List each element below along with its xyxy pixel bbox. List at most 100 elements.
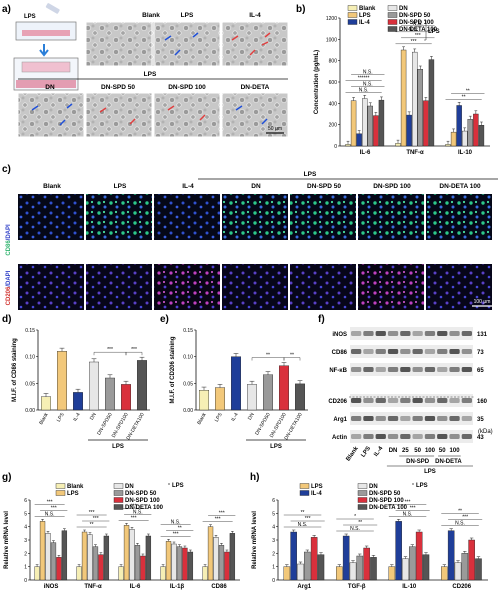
sig-label: *** <box>410 505 416 511</box>
y-tick-label: 0.15 <box>183 328 193 334</box>
x-tick-label: IL-6 <box>130 584 141 590</box>
legend-entry: DN <box>369 484 378 490</box>
blot-lane-label: LPS <box>360 446 372 459</box>
blot-band <box>363 416 374 421</box>
y-tick-label: 0.05 <box>25 381 35 387</box>
cd206-image <box>358 264 424 310</box>
cd206-image <box>154 264 220 310</box>
legend-entry: IL-4 <box>311 491 322 497</box>
blot-band <box>412 398 423 403</box>
sig-label: N.S. <box>133 509 143 515</box>
legend-entry: DN-SPD 100 <box>369 498 404 504</box>
sig-label: ** <box>266 353 270 359</box>
blot-band <box>351 367 362 372</box>
blot-band <box>461 434 472 439</box>
bar <box>454 562 462 581</box>
blot-band <box>375 331 386 336</box>
y-tick-label: 200 <box>329 123 338 129</box>
sig-label: N.S. <box>413 21 423 27</box>
blot-lane-label: IL-4 <box>373 445 384 458</box>
panel-f: f) iNOS 131 CD86 73 NF-κB 65 CD206 160 Arg1 35 Act… <box>318 314 493 475</box>
bar <box>475 558 482 581</box>
y-axis-label: M.I.F. of CD206 staining <box>170 336 176 403</box>
blot-band <box>351 331 362 336</box>
legend-swatch <box>357 504 368 510</box>
x-tick-label: DN-SPD50 <box>96 412 114 437</box>
sig-bracket <box>125 352 143 356</box>
blot-strip <box>350 363 473 376</box>
y-tick-label: 1200 <box>326 16 337 22</box>
chart-d: d) 0.00 0.05 0.10 0.15 M.I.F. of CD86 staini… <box>2 314 150 450</box>
bar <box>81 531 88 581</box>
blot-band <box>424 331 436 336</box>
bar <box>61 530 68 581</box>
y-tick-label: 5 <box>272 511 275 517</box>
blot-conc: 50 <box>439 448 446 454</box>
blot-band <box>449 416 460 421</box>
transwell-schematic <box>13 3 79 91</box>
sig-label: *** <box>405 499 411 505</box>
blot-band <box>351 416 362 421</box>
legend-entry: DN-SPD 100 <box>125 498 160 504</box>
bar <box>118 566 124 581</box>
blot-band <box>400 331 411 336</box>
bar <box>445 144 451 147</box>
bar <box>230 356 241 411</box>
blot-band <box>437 416 448 421</box>
sig-label: *** <box>411 39 417 45</box>
blot-band <box>412 349 423 354</box>
blot-band <box>424 416 436 421</box>
y-tick-label: 4 <box>24 525 27 531</box>
sig-label: *** <box>173 531 179 537</box>
legend-entry: DN <box>125 484 134 490</box>
sig-label: *** <box>131 515 137 521</box>
legend-swatch <box>299 483 310 489</box>
sig-label: N.S. <box>363 69 373 75</box>
legend-swatch <box>387 5 398 11</box>
sig-label: N.S. <box>298 522 308 528</box>
bar <box>441 566 448 581</box>
legend-group-label: LPS <box>416 483 428 489</box>
blot-band <box>363 349 374 354</box>
blot-band <box>387 349 399 354</box>
legend-swatch <box>357 490 368 496</box>
legend-bracket <box>424 19 427 41</box>
blot-dn-label: DN <box>389 448 398 454</box>
sig-label: ** <box>301 510 305 516</box>
bar <box>76 566 82 581</box>
x-tick-label: DN <box>247 412 256 422</box>
bar <box>279 365 290 411</box>
bar <box>402 558 409 581</box>
label-dnspd100: DN-SPD 100 <box>168 84 206 91</box>
c-column-label: LPS <box>114 183 127 190</box>
bar <box>363 547 370 581</box>
cd86-image <box>86 194 152 240</box>
bar <box>317 554 325 581</box>
sig-label: *** <box>51 505 57 511</box>
blot-band-name: NF-κB <box>329 368 347 374</box>
bar <box>214 387 225 411</box>
blot-band <box>351 434 362 439</box>
blot-band <box>437 398 448 403</box>
legend-entry: LPS <box>311 484 323 490</box>
bar <box>229 533 236 581</box>
sig-label: *** <box>215 517 221 523</box>
blot-band <box>461 367 472 372</box>
bar <box>140 555 146 581</box>
bar <box>120 384 131 411</box>
sig-label: N.S. <box>403 511 413 517</box>
cd86-image <box>18 194 84 240</box>
blot-band-name: iNOS <box>332 332 347 338</box>
bar <box>295 383 306 411</box>
c-column-label: DN-DETA 100 <box>439 183 481 190</box>
y-tick-label: 0 <box>24 578 27 584</box>
bar <box>367 105 373 147</box>
sig-label: ** <box>290 353 294 359</box>
x-tick-label: iNOS <box>44 584 59 590</box>
panel-h-letter: h) <box>250 472 259 483</box>
blot-conc: 100 <box>425 448 436 454</box>
bar <box>456 105 462 147</box>
blot-band <box>363 367 374 372</box>
blot-band <box>400 367 411 372</box>
blot-band <box>363 398 374 403</box>
